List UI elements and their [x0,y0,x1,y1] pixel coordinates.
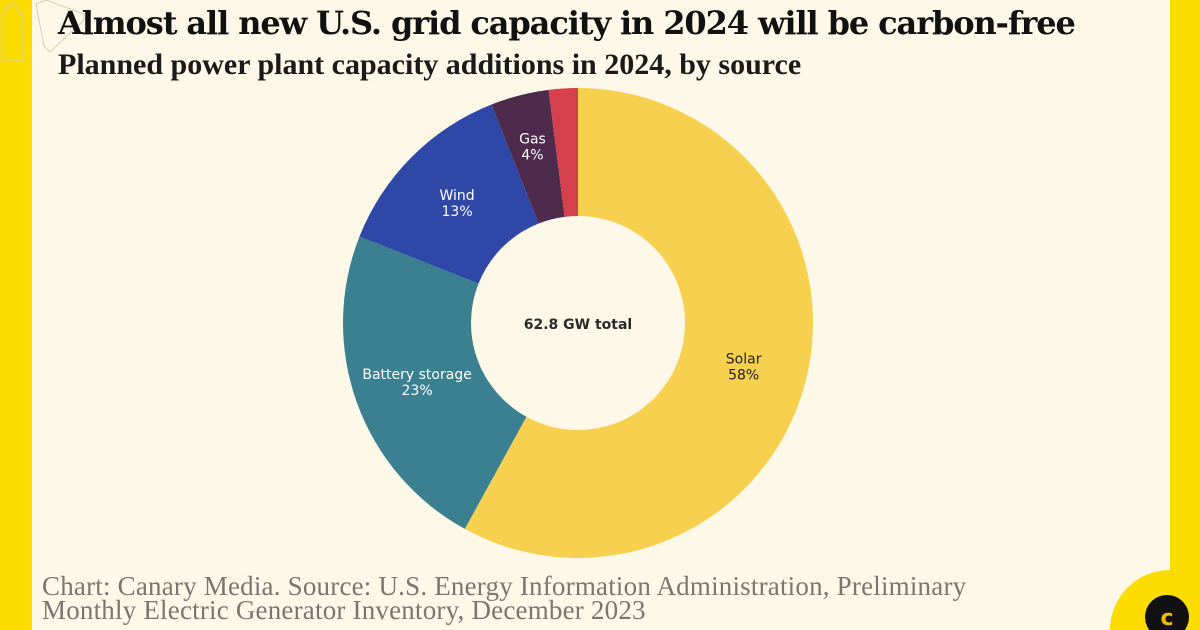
donut-slices [343,88,813,558]
slice-percent-label: 4% [521,148,543,164]
slice-wind[interactable] [359,104,539,284]
slice-name-label: Battery storage [362,367,471,383]
slice-percent-label: 23% [402,383,433,399]
slice-percent-label: 13% [442,204,473,220]
chart-title: Almost all new U.S. grid capacity in 202… [58,4,1076,42]
slice-name-label: Wind [439,188,474,204]
slice-name-label: Gas [519,132,546,148]
source-note: Chart: Canary Media. Source: U.S. Energy… [42,571,967,625]
canary-media-logo[interactable]: c [1110,550,1200,630]
logo-letter-c-icon: c [1160,606,1173,630]
source-note-line-1: Chart: Canary Media. Source: U.S. Energy… [42,571,967,601]
slice-battery-storage[interactable] [343,236,527,529]
center-total-label: 62.8 GW total [524,317,632,333]
slice-solar[interactable] [464,88,813,558]
source-note-line-2: Monthly Electric Generator Inventory, De… [42,595,646,625]
slice-percent-label: 58% [728,368,759,384]
left-brand-bar [0,0,32,630]
slice-gas[interactable] [491,89,565,224]
decorative-arrow-outline-icon [1,0,85,61]
slice-other[interactable] [548,88,578,217]
logo-circle [1145,595,1189,630]
right-brand-bar [1170,0,1200,630]
chart-subtitle: Planned power plant capacity additions i… [58,48,802,81]
slice-name-label: Solar [726,352,762,368]
